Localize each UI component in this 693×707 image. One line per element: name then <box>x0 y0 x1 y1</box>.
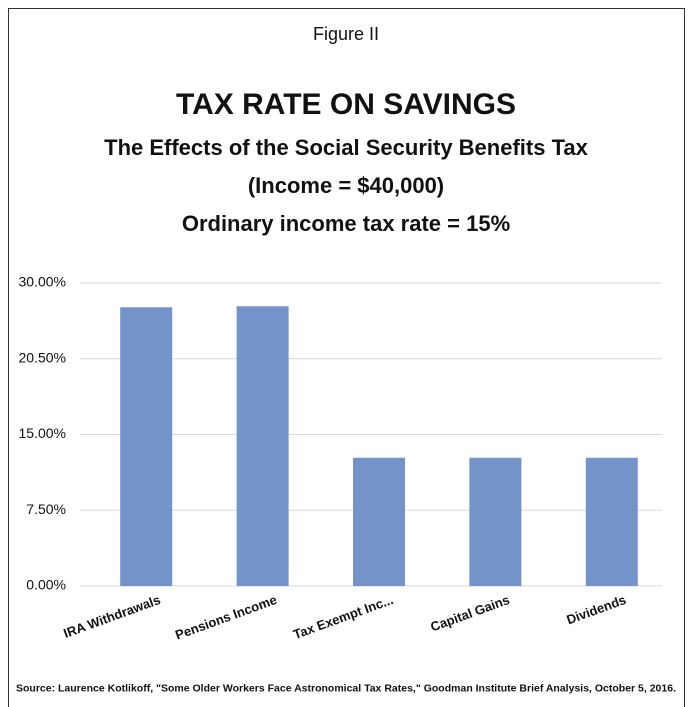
y-tick-label: 7.50% <box>26 501 66 517</box>
figure-label: Figure II <box>313 24 379 44</box>
source-note: Source: Laurence Kotlikoff, "Some Older … <box>16 684 676 695</box>
bar <box>469 457 522 586</box>
bar <box>236 306 289 586</box>
x-tick-label: Dividends <box>564 592 628 627</box>
x-tick-label: Capital Gains <box>428 592 511 635</box>
chart-title: TAX RATE ON SAVINGS <box>176 88 516 121</box>
chart-subtitle: Ordinary income tax rate = 15% <box>182 211 510 236</box>
y-tick-label: 0.00% <box>26 577 66 593</box>
x-tick-label: IRA Withdrawals <box>61 592 162 641</box>
bar <box>353 457 405 586</box>
chart-subtitle: (Income = $40,000) <box>248 173 444 198</box>
chart-subtitle: The Effects of the Social Security Benef… <box>104 135 588 160</box>
x-tick-label: Pensions Income <box>173 592 279 643</box>
y-tick-label: 30.00% <box>19 274 66 290</box>
y-tick-label: 15.00% <box>19 425 66 441</box>
bar <box>585 457 638 586</box>
bar <box>120 307 173 586</box>
x-tick-label: Tax Exempt Inc... <box>291 592 395 642</box>
frame <box>8 8 685 707</box>
y-tick-label: 20.50% <box>19 349 66 365</box>
